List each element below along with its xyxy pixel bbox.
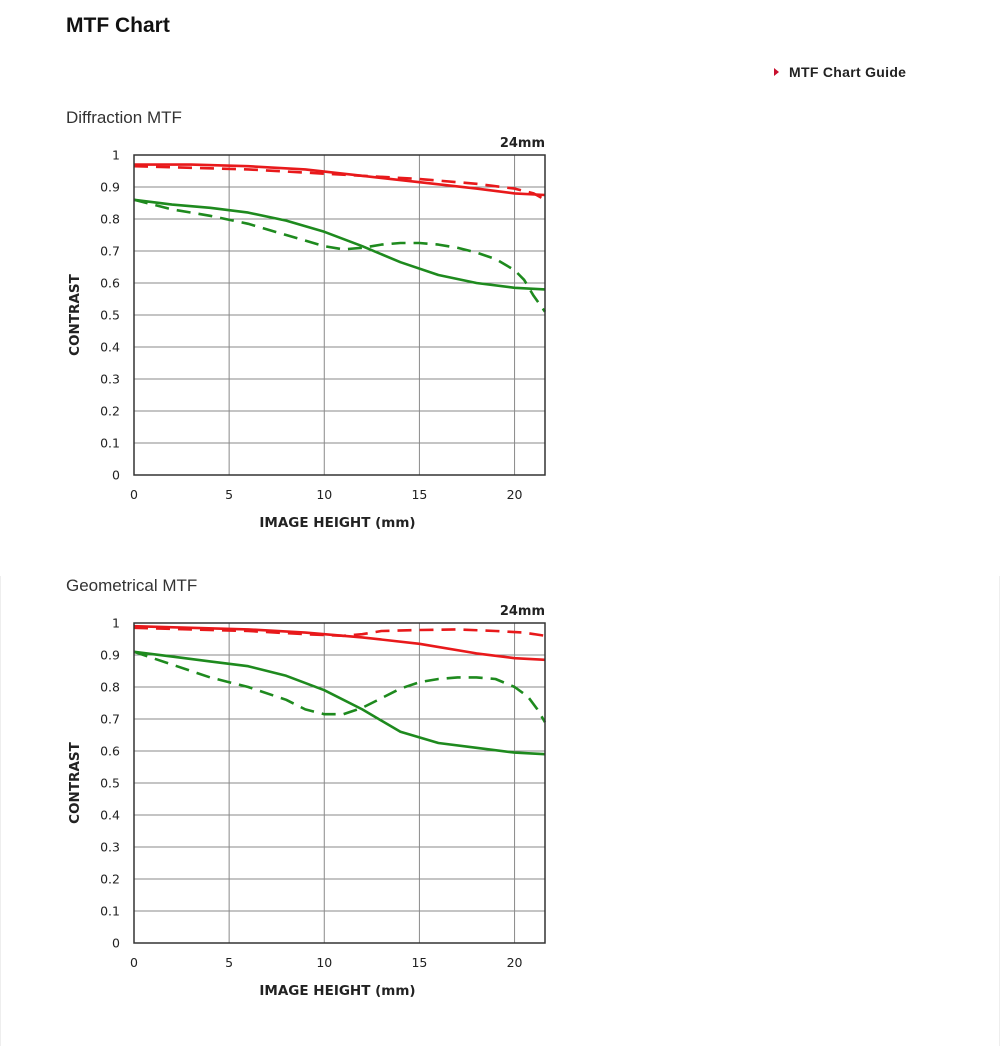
y-tick-label: 0.6 <box>100 744 120 759</box>
y-tick-label: 0.5 <box>100 776 120 791</box>
y-tick-label: 1 <box>112 616 120 631</box>
x-tick-label: 10 <box>316 487 332 502</box>
x-tick-label: 20 <box>507 487 523 502</box>
diffraction-mtf-section: Diffraction MTF 0 0.1 0.2 0.3 0.4 0.5 0.6 0.7 0.… <box>0 108 1000 578</box>
y-axis-label: CONTRAST <box>67 273 83 355</box>
arrow-right-icon <box>774 68 779 76</box>
page-title: MTF Chart <box>66 14 170 37</box>
y-tick-label: 0.5 <box>100 308 120 323</box>
series-line-2 <box>133 650 546 756</box>
series-line-3 <box>133 650 547 723</box>
y-tick-label: 0.2 <box>100 404 120 419</box>
x-axis-label: IMAGE HEIGHT (mm) <box>259 983 415 999</box>
x-tick-label: 15 <box>411 487 427 502</box>
series-line-3 <box>133 198 547 313</box>
guide-link-label: MTF Chart Guide <box>789 64 907 80</box>
x-tick-label: 5 <box>225 487 233 502</box>
x-tick-label: 0 <box>130 955 138 970</box>
y-tick-label: 0.9 <box>100 180 120 195</box>
y-tick-label: 0.1 <box>100 436 120 451</box>
y-tick-label: 0.6 <box>100 276 120 291</box>
y-tick-label: 0 <box>112 468 120 483</box>
x-tick-label: 20 <box>507 955 523 970</box>
series-line-0 <box>133 624 546 662</box>
diffraction-mtf-chart: 00.10.20.30.40.50.60.70.80.910 5 10 15 2024m… <box>67 136 547 531</box>
y-tick-label: 0 <box>112 936 120 951</box>
x-axis-label: IMAGE HEIGHT (mm) <box>259 515 415 531</box>
y-tick-label: 0.9 <box>100 648 120 663</box>
plot-frame <box>133 154 546 476</box>
geometrical-mtf-title: Geometrical MTF <box>66 576 198 595</box>
y-axis-label: CONTRAST <box>67 741 83 823</box>
x-tick-label: 5 <box>225 955 233 970</box>
geometrical-mtf-chart: 00.10.20.30.40.50.60.70.80.910 5 10 15 2024m… <box>67 604 547 999</box>
x-tick-label: 15 <box>411 955 427 970</box>
y-tick-label: 0.2 <box>100 872 120 887</box>
y-tick-label: 1 <box>112 148 120 163</box>
y-tick-label: 0.3 <box>100 840 120 855</box>
x-tick-label: 0 <box>130 487 138 502</box>
focal-length-label: 24mm <box>500 136 545 151</box>
mtf-chart-guide-link[interactable]: MTF Chart Guide <box>774 64 906 80</box>
y-tick-label: 0.1 <box>100 904 120 919</box>
geometrical-mtf-section: Geometrical MTF 0 0.1 0.2 0.3 0.4 0.5 0.6 0.7 0.… <box>0 576 1000 1046</box>
y-tick-label: 0.4 <box>100 340 120 355</box>
series-line-2 <box>133 198 546 291</box>
y-tick-label: 0.4 <box>100 808 120 823</box>
y-tick-label: 0.3 <box>100 372 120 387</box>
x-tick-label: 10 <box>316 955 332 970</box>
series-line-1 <box>133 164 546 201</box>
diffraction-mtf-title: Diffraction MTF <box>66 108 182 127</box>
y-tick-label: 0.8 <box>100 212 120 227</box>
focal-length-label: 24mm <box>500 604 545 619</box>
plot-frame <box>133 622 546 944</box>
y-tick-label: 0.8 <box>100 680 120 695</box>
y-tick-label: 0.7 <box>100 244 120 259</box>
series-line-0 <box>134 163 546 197</box>
y-tick-label: 0.7 <box>100 712 120 727</box>
